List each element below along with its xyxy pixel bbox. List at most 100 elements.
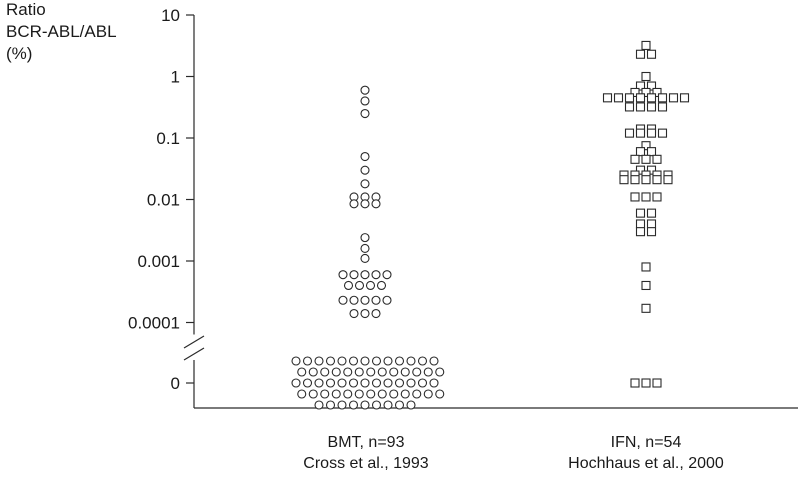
data-point-square: [630, 175, 640, 185]
data-point-circle: [371, 400, 382, 410]
data-point-square: [652, 154, 662, 164]
data-point-square: [641, 175, 651, 185]
data-point-circle: [348, 400, 359, 410]
data-point-square: [679, 93, 690, 103]
data-point-circle: [360, 253, 370, 264]
data-point-circle: [429, 378, 439, 388]
data-point-circle: [417, 378, 428, 388]
axis-break-mark-1: [183, 335, 205, 349]
data-point-square: [630, 378, 640, 388]
data-point-circle: [338, 270, 348, 280]
data-point-circle: [435, 367, 445, 377]
data-point-circle: [320, 389, 330, 399]
data-point-circle: [412, 367, 422, 377]
data-point-circle: [360, 199, 370, 209]
data-point-circle: [400, 389, 410, 399]
y-tick-label: 0.0001: [128, 314, 180, 333]
data-point-circle: [343, 389, 353, 399]
data-point-circle: [360, 400, 370, 410]
data-point-circle: [308, 367, 318, 377]
data-point-circle: [331, 389, 341, 399]
data-point-circle: [435, 389, 445, 399]
category-label-bmt: BMT, n=93 Cross et al., 1993: [246, 432, 486, 474]
data-point-circle: [377, 367, 387, 377]
y-tick-label: 0.1: [156, 129, 180, 148]
data-point-square: [641, 154, 651, 164]
data-point-square: [646, 227, 657, 237]
data-point-square: [641, 303, 651, 313]
data-point-circle: [406, 356, 416, 366]
data-point-circle: [371, 270, 381, 280]
data-point-circle: [406, 400, 416, 410]
data-point-circle: [343, 280, 354, 291]
data-point-circle: [297, 389, 307, 399]
data-point-circle: [354, 280, 365, 291]
data-point-square: [635, 93, 646, 103]
data-point-square: [646, 49, 657, 59]
data-point-circle: [302, 378, 313, 388]
data-point-square: [635, 227, 646, 237]
data-point-square: [641, 141, 651, 151]
data-point-circle: [338, 295, 348, 305]
y-tick-label: 0.001: [137, 252, 180, 271]
data-point-circle: [314, 378, 324, 388]
data-point-circle: [366, 367, 376, 377]
data-point-square: [646, 208, 657, 218]
category-label-ifn: IFN, n=54 Hochhaus et al., 2000: [526, 432, 766, 474]
data-point-square: [635, 147, 646, 157]
data-point-circle: [337, 356, 347, 366]
data-point-circle: [360, 356, 370, 366]
data-point-circle: [360, 308, 370, 319]
data-point-square: [624, 93, 635, 103]
data-point-square: [602, 93, 613, 103]
y-tick-label: 0.01: [147, 191, 180, 210]
data-point-circle: [394, 356, 405, 366]
y-axis-label-line-2: BCR-ABL/ABL: [6, 22, 117, 41]
data-point-circle: [337, 400, 347, 410]
data-point-square: [657, 93, 668, 103]
data-point-circle: [394, 400, 405, 410]
data-point-circle: [360, 270, 370, 280]
data-point-square: [641, 280, 651, 291]
data-point-square: [652, 192, 662, 202]
data-point-square: [635, 49, 646, 59]
y-tick-label: 1: [171, 68, 180, 87]
data-point-square: [635, 128, 646, 138]
data-point-square: [624, 102, 635, 112]
data-point-circle: [349, 270, 359, 280]
data-point-circle: [297, 367, 307, 377]
data-point-circle: [314, 400, 324, 410]
data-point-circle: [343, 367, 353, 377]
data-point-circle: [349, 199, 359, 209]
data-point-circle: [314, 356, 324, 366]
data-point-square: [663, 175, 673, 185]
data-point-circle: [394, 378, 405, 388]
data-point-circle: [291, 378, 301, 388]
data-point-circle: [349, 308, 359, 319]
data-points: [291, 40, 690, 410]
data-point-square: [657, 128, 668, 138]
data-point-circle: [400, 367, 410, 377]
data-point-square: [641, 378, 651, 388]
y-tick-label: 0: [171, 374, 180, 393]
data-point-circle: [331, 367, 341, 377]
data-point-circle: [383, 378, 393, 388]
data-point-circle: [366, 389, 376, 399]
data-point-circle: [360, 151, 370, 162]
category-bmt-source: Cross et al., 1993: [303, 455, 429, 472]
data-point-circle: [291, 356, 301, 366]
data-point-square: [646, 102, 657, 112]
data-point-circle: [371, 199, 381, 209]
category-ifn-title: IFN, n=54: [610, 434, 682, 451]
data-point-square: [635, 165, 646, 175]
data-point-square: [641, 71, 651, 82]
data-point-square: [657, 102, 668, 112]
data-point-circle: [325, 400, 336, 410]
data-point-square: [646, 128, 657, 138]
data-point-circle: [365, 280, 376, 291]
data-point-square: [635, 219, 646, 229]
data-point-circle: [325, 356, 336, 366]
data-point-square: [652, 378, 662, 388]
data-point-circle: [360, 233, 370, 243]
